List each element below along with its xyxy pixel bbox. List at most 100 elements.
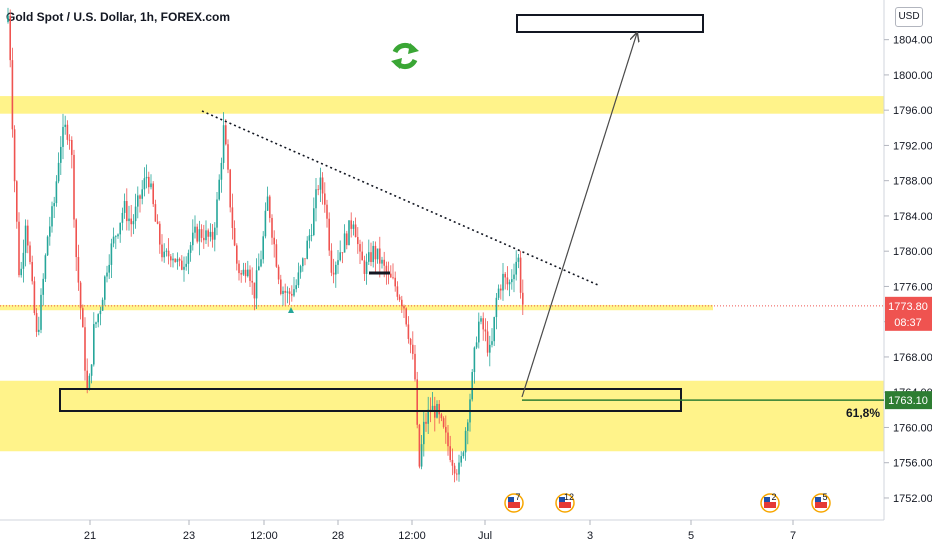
event-badge[interactable]: 12	[555, 492, 575, 513]
x-tick-label: 12:00	[250, 530, 278, 542]
candle-body	[273, 237, 275, 245]
zone-1[interactable]	[0, 96, 884, 114]
y-tick-label: 1752.00	[893, 493, 932, 505]
candle-body	[308, 235, 311, 241]
event-badge[interactable]: 2	[760, 492, 780, 513]
candle-body	[90, 364, 93, 376]
fib-level-label: 61,8%	[846, 406, 880, 420]
projection-arrow[interactable]	[521, 33, 637, 398]
candle-body	[328, 218, 330, 251]
time-axis[interactable]: 21 23 12:00 28 12:00 Jul 3 5 7	[0, 519, 884, 542]
candle-body	[77, 257, 80, 283]
candle-body	[240, 273, 242, 275]
event-badge[interactable]: 7	[504, 492, 524, 513]
candle-body	[253, 282, 256, 299]
candle-body	[220, 162, 223, 180]
candle-body	[22, 252, 25, 269]
candle-body	[121, 212, 124, 223]
candle-body	[99, 310, 102, 315]
candle-body	[365, 261, 368, 274]
candle-body	[500, 288, 502, 291]
candle-body	[53, 203, 55, 207]
candle-body	[106, 272, 108, 277]
candle-body	[93, 324, 95, 365]
candle-body	[420, 444, 423, 467]
candle-body	[51, 206, 53, 227]
y-tick-label: 1756.00	[893, 458, 932, 470]
candle-body	[324, 193, 326, 205]
countdown-label: 08:37	[894, 317, 922, 329]
candle-body	[194, 226, 196, 233]
target-box[interactable]	[516, 14, 704, 33]
candle-body	[352, 224, 355, 229]
candle-body	[141, 189, 143, 199]
zone-3[interactable]	[0, 304, 713, 311]
candle-body	[475, 342, 478, 348]
candle-body	[317, 189, 319, 191]
candle-body	[497, 288, 500, 298]
candle-body	[130, 218, 132, 225]
candle-body	[460, 456, 462, 463]
candle-body	[513, 274, 515, 280]
candle-body	[409, 338, 412, 345]
current-price-label: 1773.80	[888, 301, 928, 313]
candle-body	[506, 277, 509, 285]
candle-body	[464, 430, 467, 453]
candle-body	[438, 403, 440, 415]
trendline[interactable]	[201, 110, 599, 286]
candle-body	[227, 144, 229, 170]
candle-body	[405, 308, 407, 325]
candle-body	[277, 266, 280, 280]
candle-body	[502, 273, 504, 291]
candle-body	[95, 322, 97, 325]
candle-body	[46, 236, 49, 256]
candle-body	[11, 60, 14, 130]
candle-body	[62, 126, 64, 147]
price-axis[interactable]: 1804.00 1800.00 1796.00 1792.00 1788.00 1784.…	[883, 0, 932, 520]
candle-body	[38, 329, 40, 332]
candle-body	[315, 189, 317, 209]
event-badge[interactable]: 5	[811, 492, 831, 513]
candle-body	[214, 227, 216, 240]
candle-body	[401, 299, 403, 307]
candle-body	[339, 252, 341, 261]
candle-body	[183, 266, 185, 270]
candle-body	[416, 379, 418, 425]
candle-body	[104, 276, 106, 300]
candle-body	[458, 462, 460, 475]
candle-body	[302, 258, 304, 267]
candle-body	[27, 225, 29, 246]
candle-body	[42, 278, 44, 295]
candle-body	[350, 220, 352, 229]
candle-body	[60, 146, 62, 163]
candle-body	[515, 261, 517, 275]
candle-body	[112, 236, 115, 244]
candle-body	[394, 277, 396, 287]
x-tick-label: 5	[688, 530, 694, 542]
y-tick-label: 1800.00	[893, 70, 932, 82]
candle-body	[115, 236, 117, 238]
candle-body	[381, 259, 383, 264]
x-tick-label: 21	[84, 530, 96, 542]
candle-body	[18, 221, 20, 276]
candle-body	[13, 129, 16, 182]
candle-body	[249, 269, 251, 281]
currency-button[interactable]: USD	[895, 7, 923, 27]
y-tick-label: 1792.00	[893, 140, 932, 152]
candle-body	[49, 226, 51, 237]
candle-body	[341, 252, 344, 254]
candle-body	[425, 421, 427, 424]
candle-body	[471, 372, 473, 400]
candle-body	[82, 308, 84, 328]
candle-body	[398, 296, 401, 300]
candle-body	[442, 418, 445, 427]
candle-body	[297, 272, 300, 286]
candle-body	[418, 424, 421, 467]
candle-body	[161, 244, 163, 258]
fib-price-label: 1763.10	[888, 395, 928, 407]
candle-body	[163, 251, 165, 258]
candle-body	[451, 459, 454, 466]
candle-body	[154, 204, 157, 222]
candle-body	[280, 279, 282, 294]
